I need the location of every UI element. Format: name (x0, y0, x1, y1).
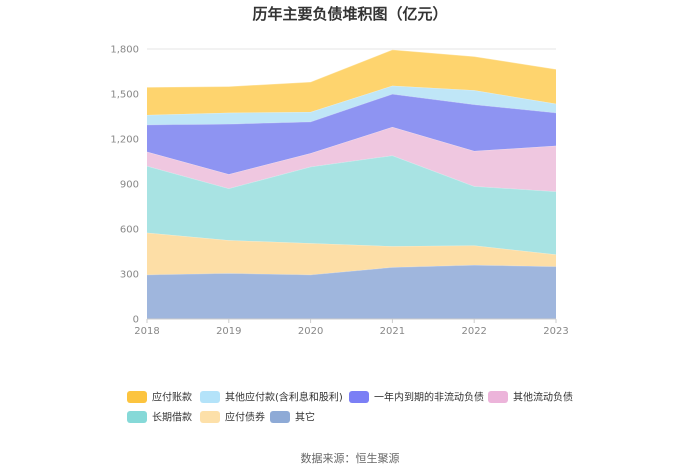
legend-label: 其他应付款(含利息和股利) (225, 391, 343, 404)
y-tick-label: 600 (120, 225, 139, 236)
y-tick-label: 1,800 (110, 45, 139, 56)
x-tick-label: 2023 (543, 326, 568, 337)
y-tick-label: 300 (120, 270, 139, 281)
legend-item[interactable]: 应付账款 (127, 391, 192, 404)
legend-swatch (270, 411, 290, 423)
chart-title: 历年主要负债堆积图（亿元） (252, 5, 447, 23)
area-series-layer (146, 49, 557, 319)
legend-label: 应付债券 (225, 411, 265, 424)
data-source-note: 数据来源：恒生聚源 (301, 451, 400, 465)
axes: 0 300 600 900 1,200 1,500 1,800 2018 2019 2020 202… (110, 45, 568, 338)
legend-swatch (488, 391, 508, 403)
legend-label: 其它 (295, 411, 315, 424)
legend-label: 应付账款 (152, 391, 192, 404)
legend-item[interactable]: 其它 (270, 411, 315, 424)
area-series-3 (147, 127, 556, 192)
legend-item[interactable]: 其他流动负债 (488, 391, 573, 404)
x-tick-label: 2019 (216, 326, 241, 337)
area-series-5 (147, 85, 556, 125)
area-series-0 (147, 265, 556, 319)
legend-item[interactable]: 一年内到期的非流动负债 (349, 391, 484, 404)
legend-label: 长期借款 (152, 411, 192, 424)
y-tick-label: 1,200 (110, 135, 139, 146)
area-series-edge-6 (146, 49, 557, 88)
area-series-4 (147, 94, 556, 175)
legend-item[interactable]: 长期借款 (127, 411, 192, 424)
legend-swatch (127, 391, 147, 403)
y-tick-label: 900 (120, 180, 139, 191)
x-tick-label: 2021 (380, 326, 405, 337)
legend-label: 其他流动负债 (513, 391, 573, 404)
legend-swatch (127, 411, 147, 423)
legend-label: 一年内到期的非流动负债 (374, 391, 484, 404)
x-tick-label: 2020 (298, 326, 323, 337)
legend-swatch (349, 391, 369, 403)
y-tick-label: 1,500 (110, 90, 139, 101)
legend-item[interactable]: 应付债券 (200, 411, 265, 424)
area-series-1 (147, 232, 556, 275)
y-tick-label: 0 (133, 315, 139, 326)
legend-swatch (200, 411, 220, 423)
area-series-2 (147, 155, 556, 255)
x-tick-label: 2018 (134, 326, 159, 337)
legend-swatch (200, 391, 220, 403)
x-tick-label: 2022 (461, 326, 486, 337)
area-series-6 (147, 49, 556, 115)
legend-item[interactable]: 其他应付款(含利息和股利) (200, 391, 343, 404)
